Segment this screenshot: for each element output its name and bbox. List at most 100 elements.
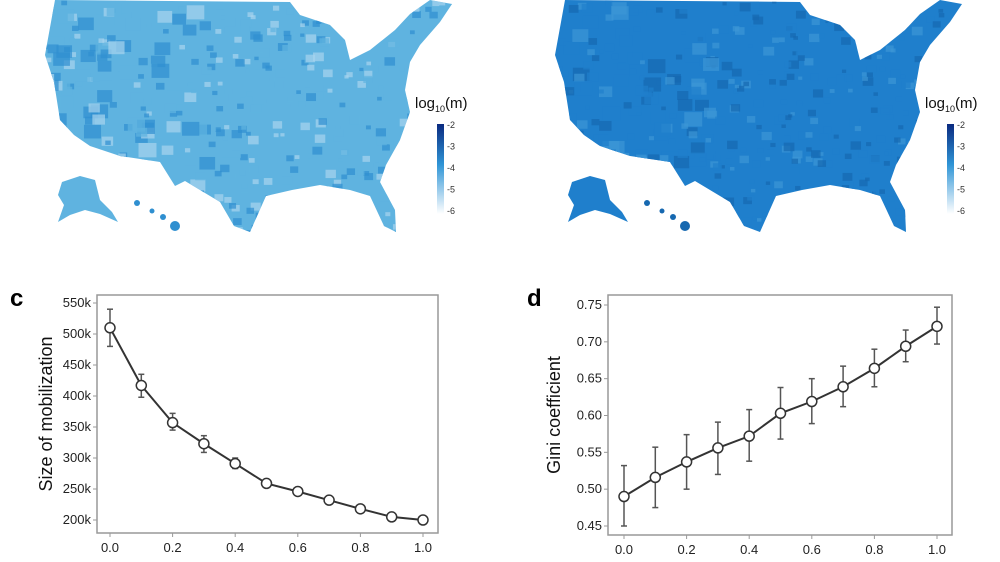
county-cell bbox=[223, 229, 235, 232]
county-cell bbox=[692, 220, 704, 230]
county-cell bbox=[269, 233, 277, 240]
county-cell bbox=[910, 153, 917, 159]
county-cell bbox=[786, 23, 797, 32]
county-cell bbox=[827, 77, 837, 86]
county-cell bbox=[748, 44, 753, 48]
county-cell bbox=[233, 218, 242, 226]
county-cell bbox=[402, 133, 409, 139]
county-cell bbox=[823, 205, 831, 212]
county-cell bbox=[414, 157, 421, 164]
county-cell bbox=[845, 7, 851, 12]
county-cell bbox=[820, 223, 826, 228]
county-cell bbox=[169, 110, 178, 117]
county-cell bbox=[619, 192, 632, 202]
county-cell bbox=[136, 127, 148, 137]
county-cell bbox=[359, 67, 364, 72]
county-cell bbox=[50, 36, 65, 48]
county-cell bbox=[347, 37, 353, 42]
county-cell bbox=[795, 51, 804, 58]
county-cell bbox=[734, 27, 745, 35]
county-cell bbox=[609, 140, 625, 154]
county-cell bbox=[692, 43, 707, 55]
county-cell bbox=[102, 39, 111, 46]
county-cell bbox=[332, 183, 343, 192]
county-cell bbox=[954, 69, 962, 79]
county-cell bbox=[703, 107, 716, 118]
county-cell bbox=[45, 140, 56, 151]
county-cell bbox=[265, 195, 276, 204]
county-cell bbox=[578, 221, 591, 232]
county-cell bbox=[48, 79, 55, 85]
hawaii-island bbox=[670, 214, 676, 220]
data-point bbox=[743, 430, 755, 442]
county-cell bbox=[144, 113, 150, 118]
county-cell bbox=[420, 164, 431, 173]
county-cell bbox=[940, 80, 946, 85]
county-cell bbox=[888, 3, 897, 11]
county-cell bbox=[948, 33, 956, 39]
county-cell bbox=[778, 114, 787, 122]
county-cell bbox=[166, 90, 184, 105]
colorbar-tick-label: -6 bbox=[957, 206, 965, 216]
county-cell bbox=[404, 97, 412, 103]
county-cell bbox=[731, 68, 742, 77]
county-cell bbox=[324, 222, 331, 228]
county-cell bbox=[124, 220, 137, 231]
county-cell bbox=[661, 218, 667, 223]
county-cell bbox=[753, 16, 764, 25]
county-cell bbox=[262, 62, 270, 69]
county-cell bbox=[623, 102, 632, 109]
county-cell bbox=[385, 182, 391, 187]
county-cell bbox=[762, 212, 768, 217]
county-cell bbox=[61, 82, 71, 90]
county-cell bbox=[143, 98, 152, 105]
county-cell bbox=[729, 166, 735, 171]
county-cell bbox=[100, 49, 112, 59]
county-cell bbox=[587, 49, 595, 56]
county-cell bbox=[785, 213, 791, 219]
county-cell bbox=[263, 178, 273, 185]
colorbar bbox=[437, 124, 444, 214]
y-tick-label: 0.55 bbox=[577, 444, 602, 459]
data-point bbox=[837, 381, 849, 393]
county-cell bbox=[966, 82, 973, 87]
county-cell bbox=[360, 5, 368, 12]
county-cell bbox=[585, 105, 590, 110]
y-tick-label: 400k bbox=[63, 388, 92, 403]
colorbar-tick-label: -5 bbox=[957, 185, 965, 195]
county-cell bbox=[415, 133, 421, 138]
county-cell bbox=[677, 149, 688, 158]
county-cell bbox=[302, 20, 309, 26]
county-cell bbox=[66, 83, 75, 90]
county-cell bbox=[97, 90, 113, 103]
county-cell bbox=[392, 224, 400, 230]
y-tick-label: 200k bbox=[63, 512, 92, 527]
county-cell bbox=[844, 153, 852, 160]
county-cell bbox=[568, 4, 579, 13]
county-cell bbox=[788, 114, 793, 118]
county-cell bbox=[938, 13, 945, 18]
county-cell bbox=[697, 228, 716, 232]
county-cell bbox=[67, 143, 85, 157]
county-cell bbox=[890, 69, 901, 78]
county-cell bbox=[444, 24, 452, 31]
county-cell bbox=[561, 135, 580, 151]
county-cell bbox=[712, 28, 719, 34]
county-cell bbox=[75, 81, 83, 87]
chart-panel-d: d 0.0 0.2 0.4 0.6 0.8 1.0 0.45 0.50 0.55 0.60 0.65 0… bbox=[527, 285, 953, 557]
county-cell bbox=[294, 155, 300, 159]
county-cell bbox=[449, 41, 452, 46]
county-cell bbox=[88, 51, 94, 57]
county-cell bbox=[206, 45, 214, 51]
county-cell bbox=[437, 75, 444, 81]
county-cell bbox=[49, 195, 59, 202]
county-cell bbox=[936, 154, 945, 162]
county-cell bbox=[286, 8, 294, 15]
county-cell bbox=[413, 80, 419, 86]
county-cell bbox=[613, 170, 619, 175]
county-cell bbox=[378, 85, 384, 90]
county-cell bbox=[602, 106, 621, 121]
county-cell bbox=[248, 158, 255, 163]
county-cell bbox=[199, 190, 204, 195]
county-cell bbox=[723, 197, 735, 207]
